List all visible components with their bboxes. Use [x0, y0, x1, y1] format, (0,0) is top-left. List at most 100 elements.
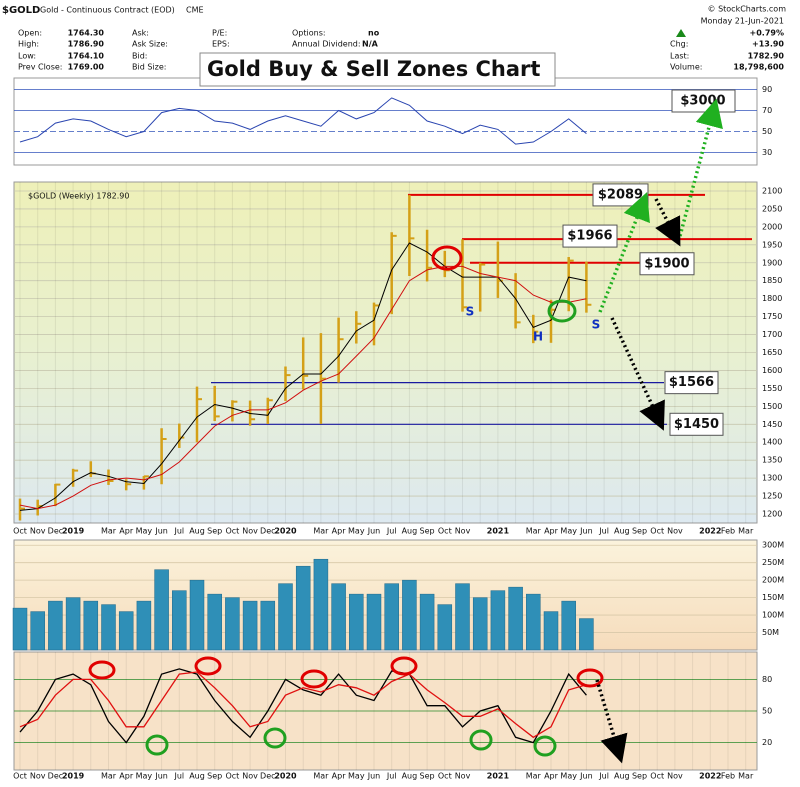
x-tick-label: Nov	[242, 772, 258, 781]
highlight-circle	[390, 656, 418, 676]
y-tick-label: 90	[762, 85, 772, 94]
x-tick-label: Feb	[721, 527, 735, 536]
y-tick-label: 1900	[762, 258, 782, 267]
highlight-circle	[88, 660, 116, 680]
x-tick-label: 2022	[699, 772, 721, 781]
volume-bar	[313, 558, 329, 651]
highlight-circle	[431, 245, 463, 271]
x-tick-label: Nov	[242, 527, 258, 536]
x-tick-label: Jun	[154, 772, 168, 781]
x-tick-label: Nov	[667, 527, 683, 536]
y-tick-label: 1350	[762, 456, 782, 465]
y-tick-label: 1550	[762, 384, 782, 393]
volume-bar	[207, 593, 222, 651]
field-value: 1769.00	[68, 63, 105, 72]
highlight-circle	[263, 727, 287, 749]
x-tick-label: Dec	[48, 527, 63, 536]
x-tick-label: Sep	[207, 772, 222, 781]
x-tick-label: Jun	[579, 772, 593, 781]
y-tick-label: 1750	[762, 312, 782, 321]
level-label: $2089	[598, 187, 643, 202]
level-box	[669, 412, 724, 436]
level-label: $1566	[669, 375, 714, 390]
x-tick-label: Aug	[614, 772, 630, 781]
level-box	[664, 371, 719, 395]
y-tick-label: 1600	[762, 366, 782, 375]
x-tick-label: Nov	[30, 527, 46, 536]
level-box	[562, 224, 618, 248]
x-tick-label: 2019	[62, 527, 85, 536]
x-tick-label: Oct	[650, 527, 664, 536]
trend-arrow	[610, 317, 665, 431]
volume-bar	[225, 597, 240, 651]
line	[19, 671, 587, 739]
x-tick-label: Dec	[48, 772, 63, 781]
x-tick-label: Jul	[598, 527, 609, 536]
field-value: 1782.90	[748, 52, 785, 61]
y-tick-label: 30	[762, 148, 772, 157]
up-arrow	[676, 29, 686, 37]
volume-bar	[242, 600, 258, 651]
trend-arrow	[598, 191, 650, 313]
highlight-circle	[576, 668, 604, 688]
exchange: CME	[186, 6, 204, 15]
rsi-panel	[13, 77, 758, 166]
x-tick-label: Jun	[579, 527, 593, 536]
y-tick-label: 1850	[762, 276, 782, 285]
x-tick-label: Apr	[119, 527, 134, 536]
field-label: P/E:	[212, 29, 227, 38]
y-tick-label: 1400	[762, 438, 782, 447]
field-label: Bid Size:	[132, 63, 166, 72]
field-value: 18,798,600	[733, 63, 784, 72]
x-tick-label: May	[136, 527, 153, 536]
x-tick-label: 2020	[274, 527, 297, 536]
field-label: Low:	[18, 52, 36, 61]
line	[19, 265, 587, 510]
pattern-label: H	[533, 330, 543, 344]
x-tick-label: Aug	[614, 527, 630, 536]
level-label: $1900	[644, 256, 689, 271]
symbol: $GOLD	[2, 5, 40, 16]
x-tick-label: Mar	[313, 772, 329, 781]
x-tick-label: Oct	[13, 772, 27, 781]
y-tick-label: 150M	[762, 593, 784, 602]
x-tick-label: Nov	[667, 772, 683, 781]
x-tick-label: 2021	[487, 527, 510, 536]
x-tick-label: May	[348, 527, 365, 536]
x-tick-label: Mar	[526, 772, 542, 781]
field-value: 1764.30	[68, 29, 105, 38]
x-tick-label: Oct	[650, 772, 664, 781]
volume-bar	[118, 611, 134, 651]
y-tick-label: 2050	[762, 204, 782, 213]
x-tick-label: 2021	[487, 772, 510, 781]
field-label: Chg:	[670, 40, 688, 49]
change-pct: +0.79%	[750, 29, 784, 38]
x-tick-label: Mar	[101, 772, 117, 781]
y-tick-label: 50M	[762, 628, 779, 637]
highlight-circle	[533, 735, 557, 757]
volume-bar	[101, 604, 116, 651]
field-value: +13.90	[752, 40, 784, 49]
highlight-circle	[547, 299, 577, 323]
chart-title: Gold Buy & Sell Zones Chart	[207, 57, 540, 81]
x-tick-label: Sep	[632, 527, 647, 536]
x-tick-label: Mar	[101, 527, 117, 536]
x-tick-label: May	[560, 772, 577, 781]
volume-bar	[349, 593, 364, 651]
field-label: Annual Dividend:	[292, 40, 361, 49]
copyright: © StockCharts.com	[708, 5, 787, 14]
pattern-label: S	[466, 305, 475, 319]
y-tick-label: 100M	[762, 611, 784, 620]
volume-bar	[278, 583, 293, 651]
volume-bar	[472, 597, 488, 651]
field-label: Ask:	[132, 29, 149, 38]
x-tick-label: Mar	[738, 527, 754, 536]
x-tick-label: Oct	[438, 772, 452, 781]
volume-bar	[30, 611, 45, 651]
y-tick-label: 2100	[762, 186, 782, 195]
volume-bar	[543, 611, 559, 651]
y-tick-label: 250M	[762, 558, 784, 567]
date: Monday 21-Jun-2021	[701, 17, 784, 26]
price-legend: $GOLD (Weekly) 1782.90	[28, 192, 130, 201]
volume-bar	[295, 565, 311, 651]
